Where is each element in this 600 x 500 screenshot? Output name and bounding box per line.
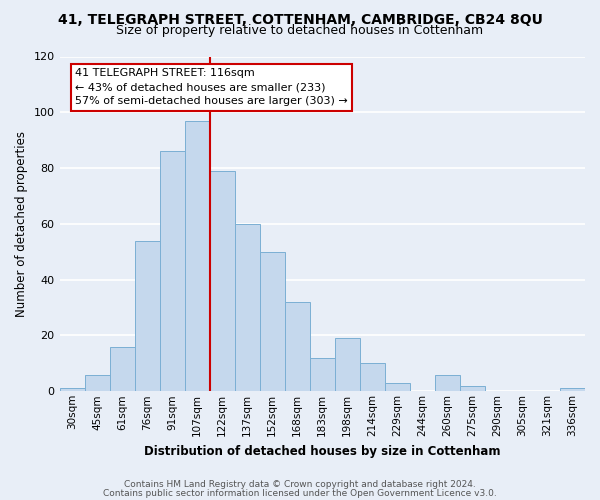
- Bar: [209, 171, 235, 392]
- Bar: [185, 120, 209, 392]
- X-axis label: Distribution of detached houses by size in Cottenham: Distribution of detached houses by size …: [144, 444, 500, 458]
- Bar: [460, 386, 485, 392]
- Text: Contains public sector information licensed under the Open Government Licence v3: Contains public sector information licen…: [103, 488, 497, 498]
- Text: 41, TELEGRAPH STREET, COTTENHAM, CAMBRIDGE, CB24 8QU: 41, TELEGRAPH STREET, COTTENHAM, CAMBRID…: [58, 12, 542, 26]
- Bar: [85, 374, 110, 392]
- Bar: [260, 252, 285, 392]
- Bar: [435, 374, 460, 392]
- Bar: [360, 364, 385, 392]
- Text: Contains HM Land Registry data © Crown copyright and database right 2024.: Contains HM Land Registry data © Crown c…: [124, 480, 476, 489]
- Bar: [560, 388, 585, 392]
- Text: 41 TELEGRAPH STREET: 116sqm
← 43% of detached houses are smaller (233)
57% of se: 41 TELEGRAPH STREET: 116sqm ← 43% of det…: [76, 68, 348, 106]
- Bar: [385, 383, 410, 392]
- Y-axis label: Number of detached properties: Number of detached properties: [15, 131, 28, 317]
- Bar: [235, 224, 260, 392]
- Bar: [285, 302, 310, 392]
- Bar: [160, 152, 185, 392]
- Text: Size of property relative to detached houses in Cottenham: Size of property relative to detached ho…: [116, 24, 484, 37]
- Bar: [335, 338, 360, 392]
- Bar: [310, 358, 335, 392]
- Bar: [134, 240, 160, 392]
- Bar: [110, 346, 134, 392]
- Bar: [59, 388, 85, 392]
